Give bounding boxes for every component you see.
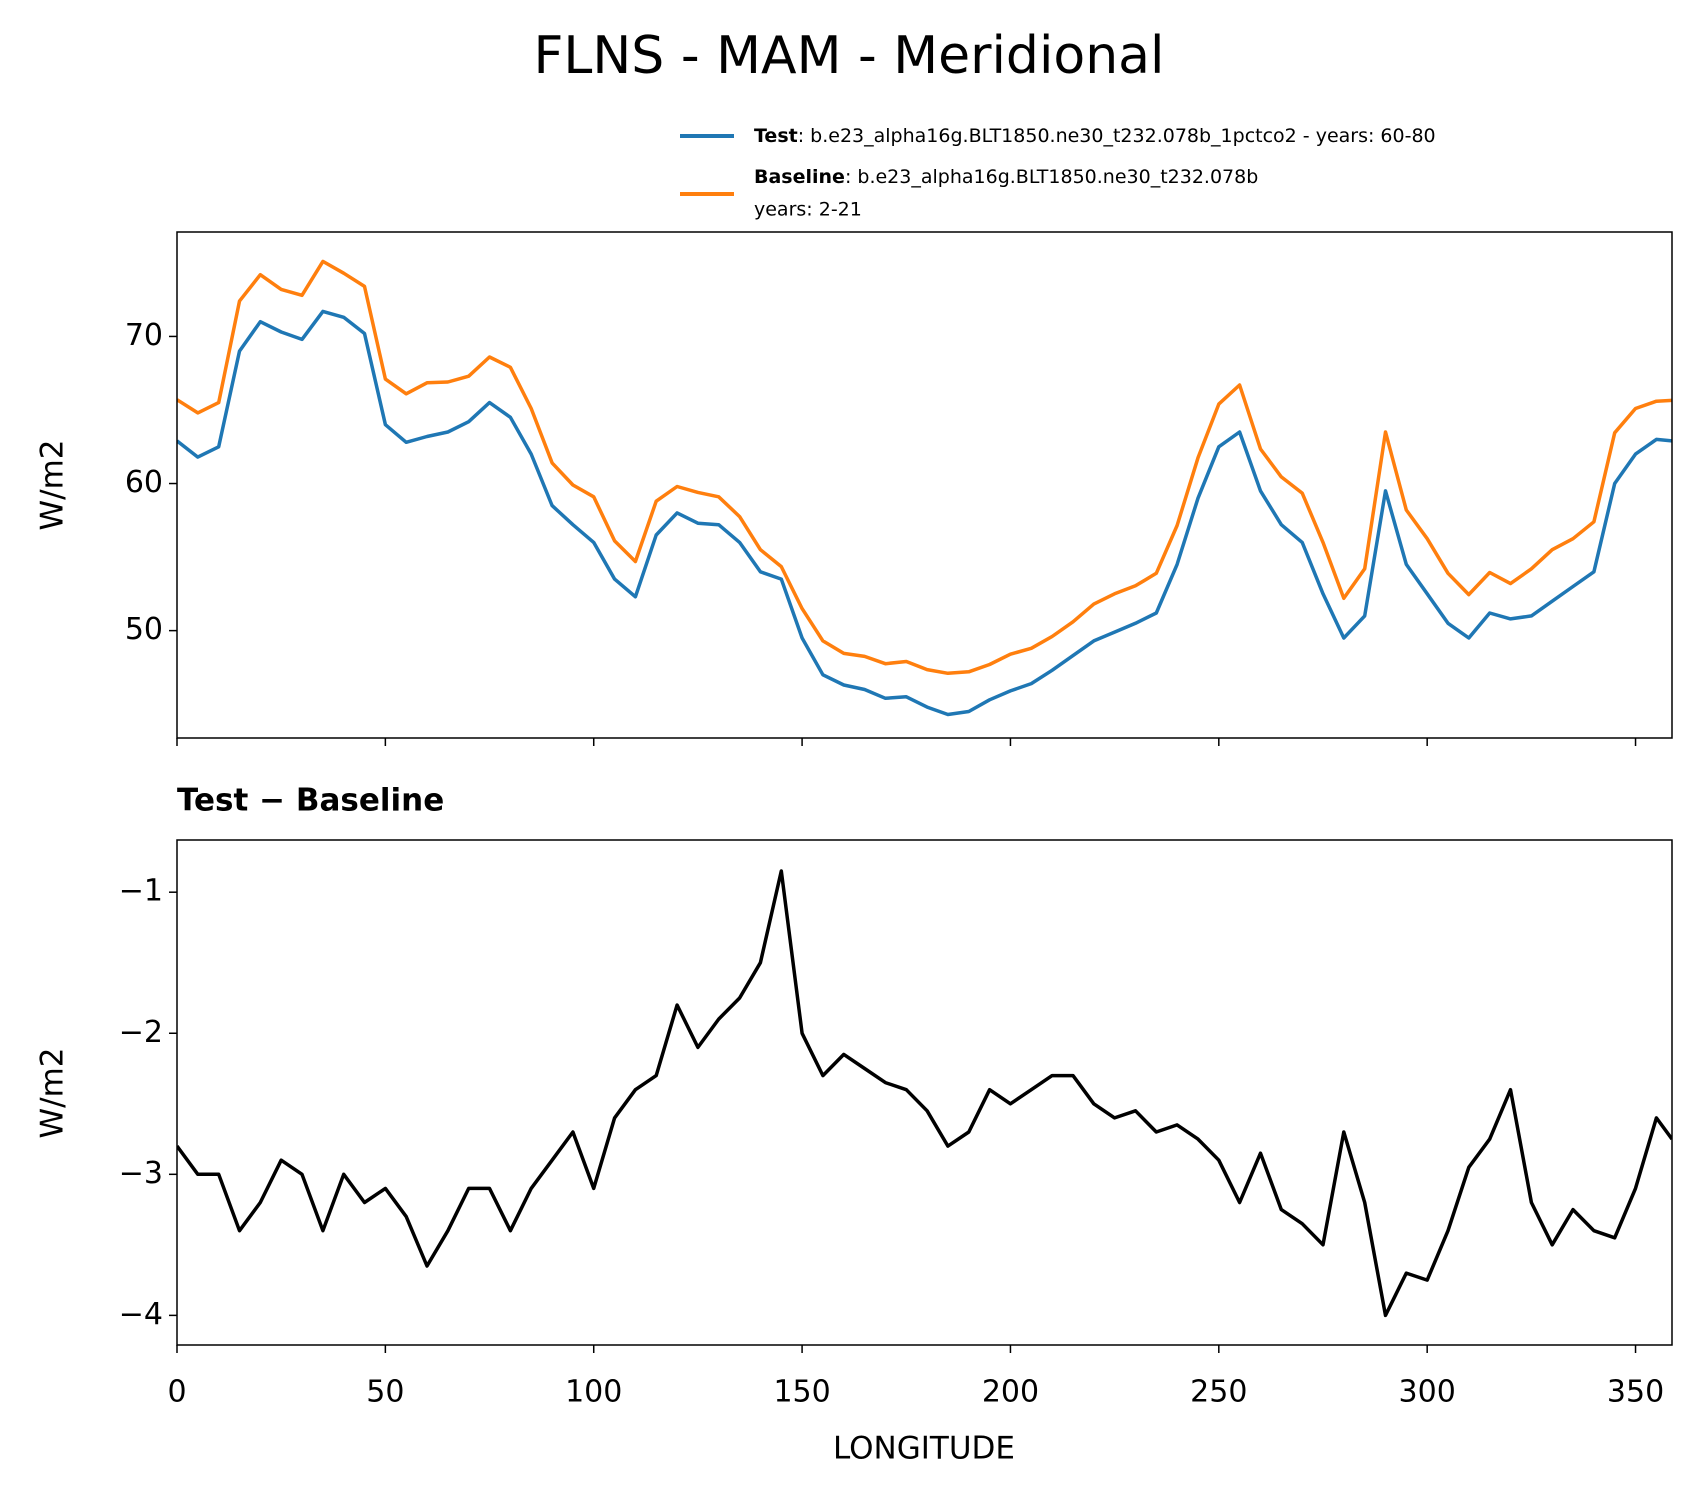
data-line <box>177 869 1672 1318</box>
data-line <box>177 259 1672 676</box>
y-tick-label: −1 <box>119 874 163 909</box>
data-line <box>177 309 1672 717</box>
axes-frame <box>176 231 1673 739</box>
x-tick-label: 350 <box>1607 1375 1664 1410</box>
legend-name: Baseline <box>754 166 845 188</box>
y-axis-label: W/m2 <box>35 1047 71 1138</box>
x-axis-label: LONGITUDE <box>833 1431 1015 1467</box>
y-tick-label: 60 <box>125 465 163 500</box>
x-tick-label: 0 <box>167 1375 186 1410</box>
x-tick-label: 300 <box>1399 1375 1456 1410</box>
x-tick-label: 100 <box>565 1375 622 1410</box>
y-tick-label: −3 <box>119 1156 163 1191</box>
legend-detail: years: 2-21 <box>754 199 862 221</box>
plot-area <box>177 259 1672 717</box>
y-axis-label: W/m2 <box>35 439 71 530</box>
x-tick-label: 200 <box>982 1375 1039 1410</box>
panel-title: Test − Baseline <box>177 783 444 819</box>
x-tick-label: 250 <box>1190 1375 1247 1410</box>
legend-detail: : b.e23_alpha16g.BLT1850.ne30_t232.078b_… <box>798 125 1436 147</box>
y-tick-label: 50 <box>125 612 163 647</box>
y-tick-label: −2 <box>119 1015 163 1050</box>
y-tick-label: −4 <box>119 1297 163 1332</box>
plot-area <box>177 869 1672 1318</box>
y-tick-label: 70 <box>125 318 163 353</box>
x-tick-label: 50 <box>366 1375 404 1410</box>
legend-detail: : b.e23_alpha16g.BLT1850.ne30_t232.078b <box>845 166 1258 188</box>
legend-label: Baseline: b.e23_alpha16g.BLT1850.ne30_t2… <box>754 166 1258 188</box>
axes-frame <box>176 839 1673 1346</box>
x-tick-label: 150 <box>773 1375 830 1410</box>
legend-label: Test: b.e23_alpha16g.BLT1850.ne30_t232.0… <box>754 125 1436 147</box>
legend-name: Test <box>754 125 798 147</box>
figure-title: FLNS - MAM - Meridional <box>534 26 1165 86</box>
